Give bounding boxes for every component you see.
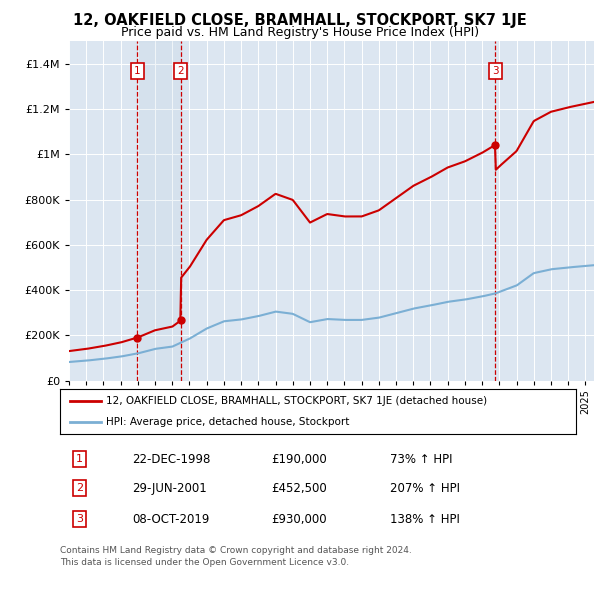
Bar (137, 41, 181, 381)
Text: 3: 3 (492, 65, 499, 76)
Text: HPI: Average price, detached house, Stockport: HPI: Average price, detached house, Stoc… (106, 417, 350, 427)
Text: £930,000: £930,000 (272, 513, 327, 526)
Text: £190,000: £190,000 (272, 453, 328, 466)
Text: 1: 1 (76, 454, 83, 464)
Text: 73% ↑ HPI: 73% ↑ HPI (390, 453, 453, 466)
Text: Price paid vs. HM Land Registry's House Price Index (HPI): Price paid vs. HM Land Registry's House … (121, 26, 479, 39)
Text: 207% ↑ HPI: 207% ↑ HPI (390, 481, 460, 495)
Text: 2: 2 (76, 483, 83, 493)
Text: 3: 3 (76, 514, 83, 525)
Text: 22-DEC-1998: 22-DEC-1998 (132, 453, 211, 466)
Text: Contains HM Land Registry data © Crown copyright and database right 2024.: Contains HM Land Registry data © Crown c… (60, 546, 412, 555)
Text: 2: 2 (178, 65, 184, 76)
Text: 29-JUN-2001: 29-JUN-2001 (132, 481, 207, 495)
Text: 1: 1 (134, 65, 140, 76)
Text: £452,500: £452,500 (272, 481, 328, 495)
Text: 12, OAKFIELD CLOSE, BRAMHALL, STOCKPORT, SK7 1JE (detached house): 12, OAKFIELD CLOSE, BRAMHALL, STOCKPORT,… (106, 396, 488, 407)
Text: This data is licensed under the Open Government Licence v3.0.: This data is licensed under the Open Gov… (60, 558, 349, 566)
Text: 12, OAKFIELD CLOSE, BRAMHALL, STOCKPORT, SK7 1JE: 12, OAKFIELD CLOSE, BRAMHALL, STOCKPORT,… (73, 13, 527, 28)
Text: 138% ↑ HPI: 138% ↑ HPI (390, 513, 460, 526)
Text: 08-OCT-2019: 08-OCT-2019 (132, 513, 209, 526)
